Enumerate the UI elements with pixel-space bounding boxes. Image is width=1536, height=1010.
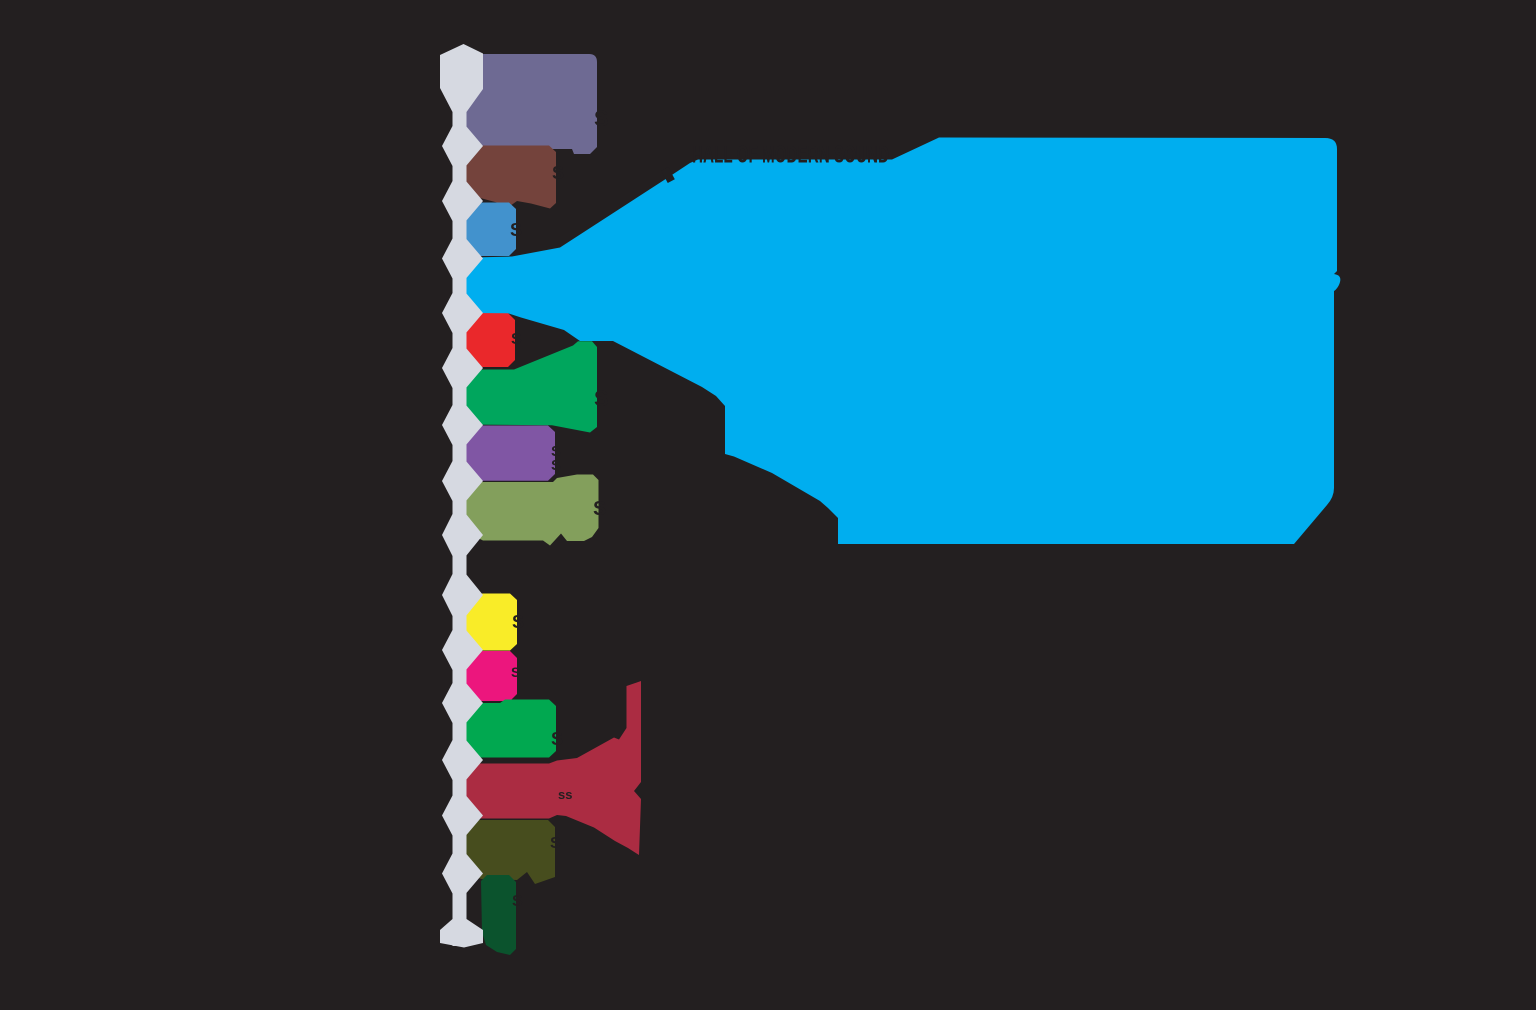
svg-text:S: S (511, 331, 522, 348)
svg-text:S: S (594, 106, 609, 131)
svg-text:S: S (512, 893, 523, 910)
svg-text:S: S (552, 163, 564, 183)
svg-text:ss: ss (558, 787, 572, 802)
svg-text:S: S (551, 443, 561, 460)
svg-text:S: S (593, 498, 606, 520)
svg-text:S: S (551, 457, 561, 474)
svg-text:S: S (510, 220, 522, 240)
svg-text:S: S (550, 835, 561, 852)
svg-text:S: S (594, 386, 609, 411)
svg-text:S: S (551, 729, 563, 749)
svg-text:S: S (512, 612, 524, 632)
svg-text:HALL OF MODERN SOUND: HALL OF MODERN SOUND (692, 142, 889, 169)
svg-text:S: S (511, 664, 520, 680)
